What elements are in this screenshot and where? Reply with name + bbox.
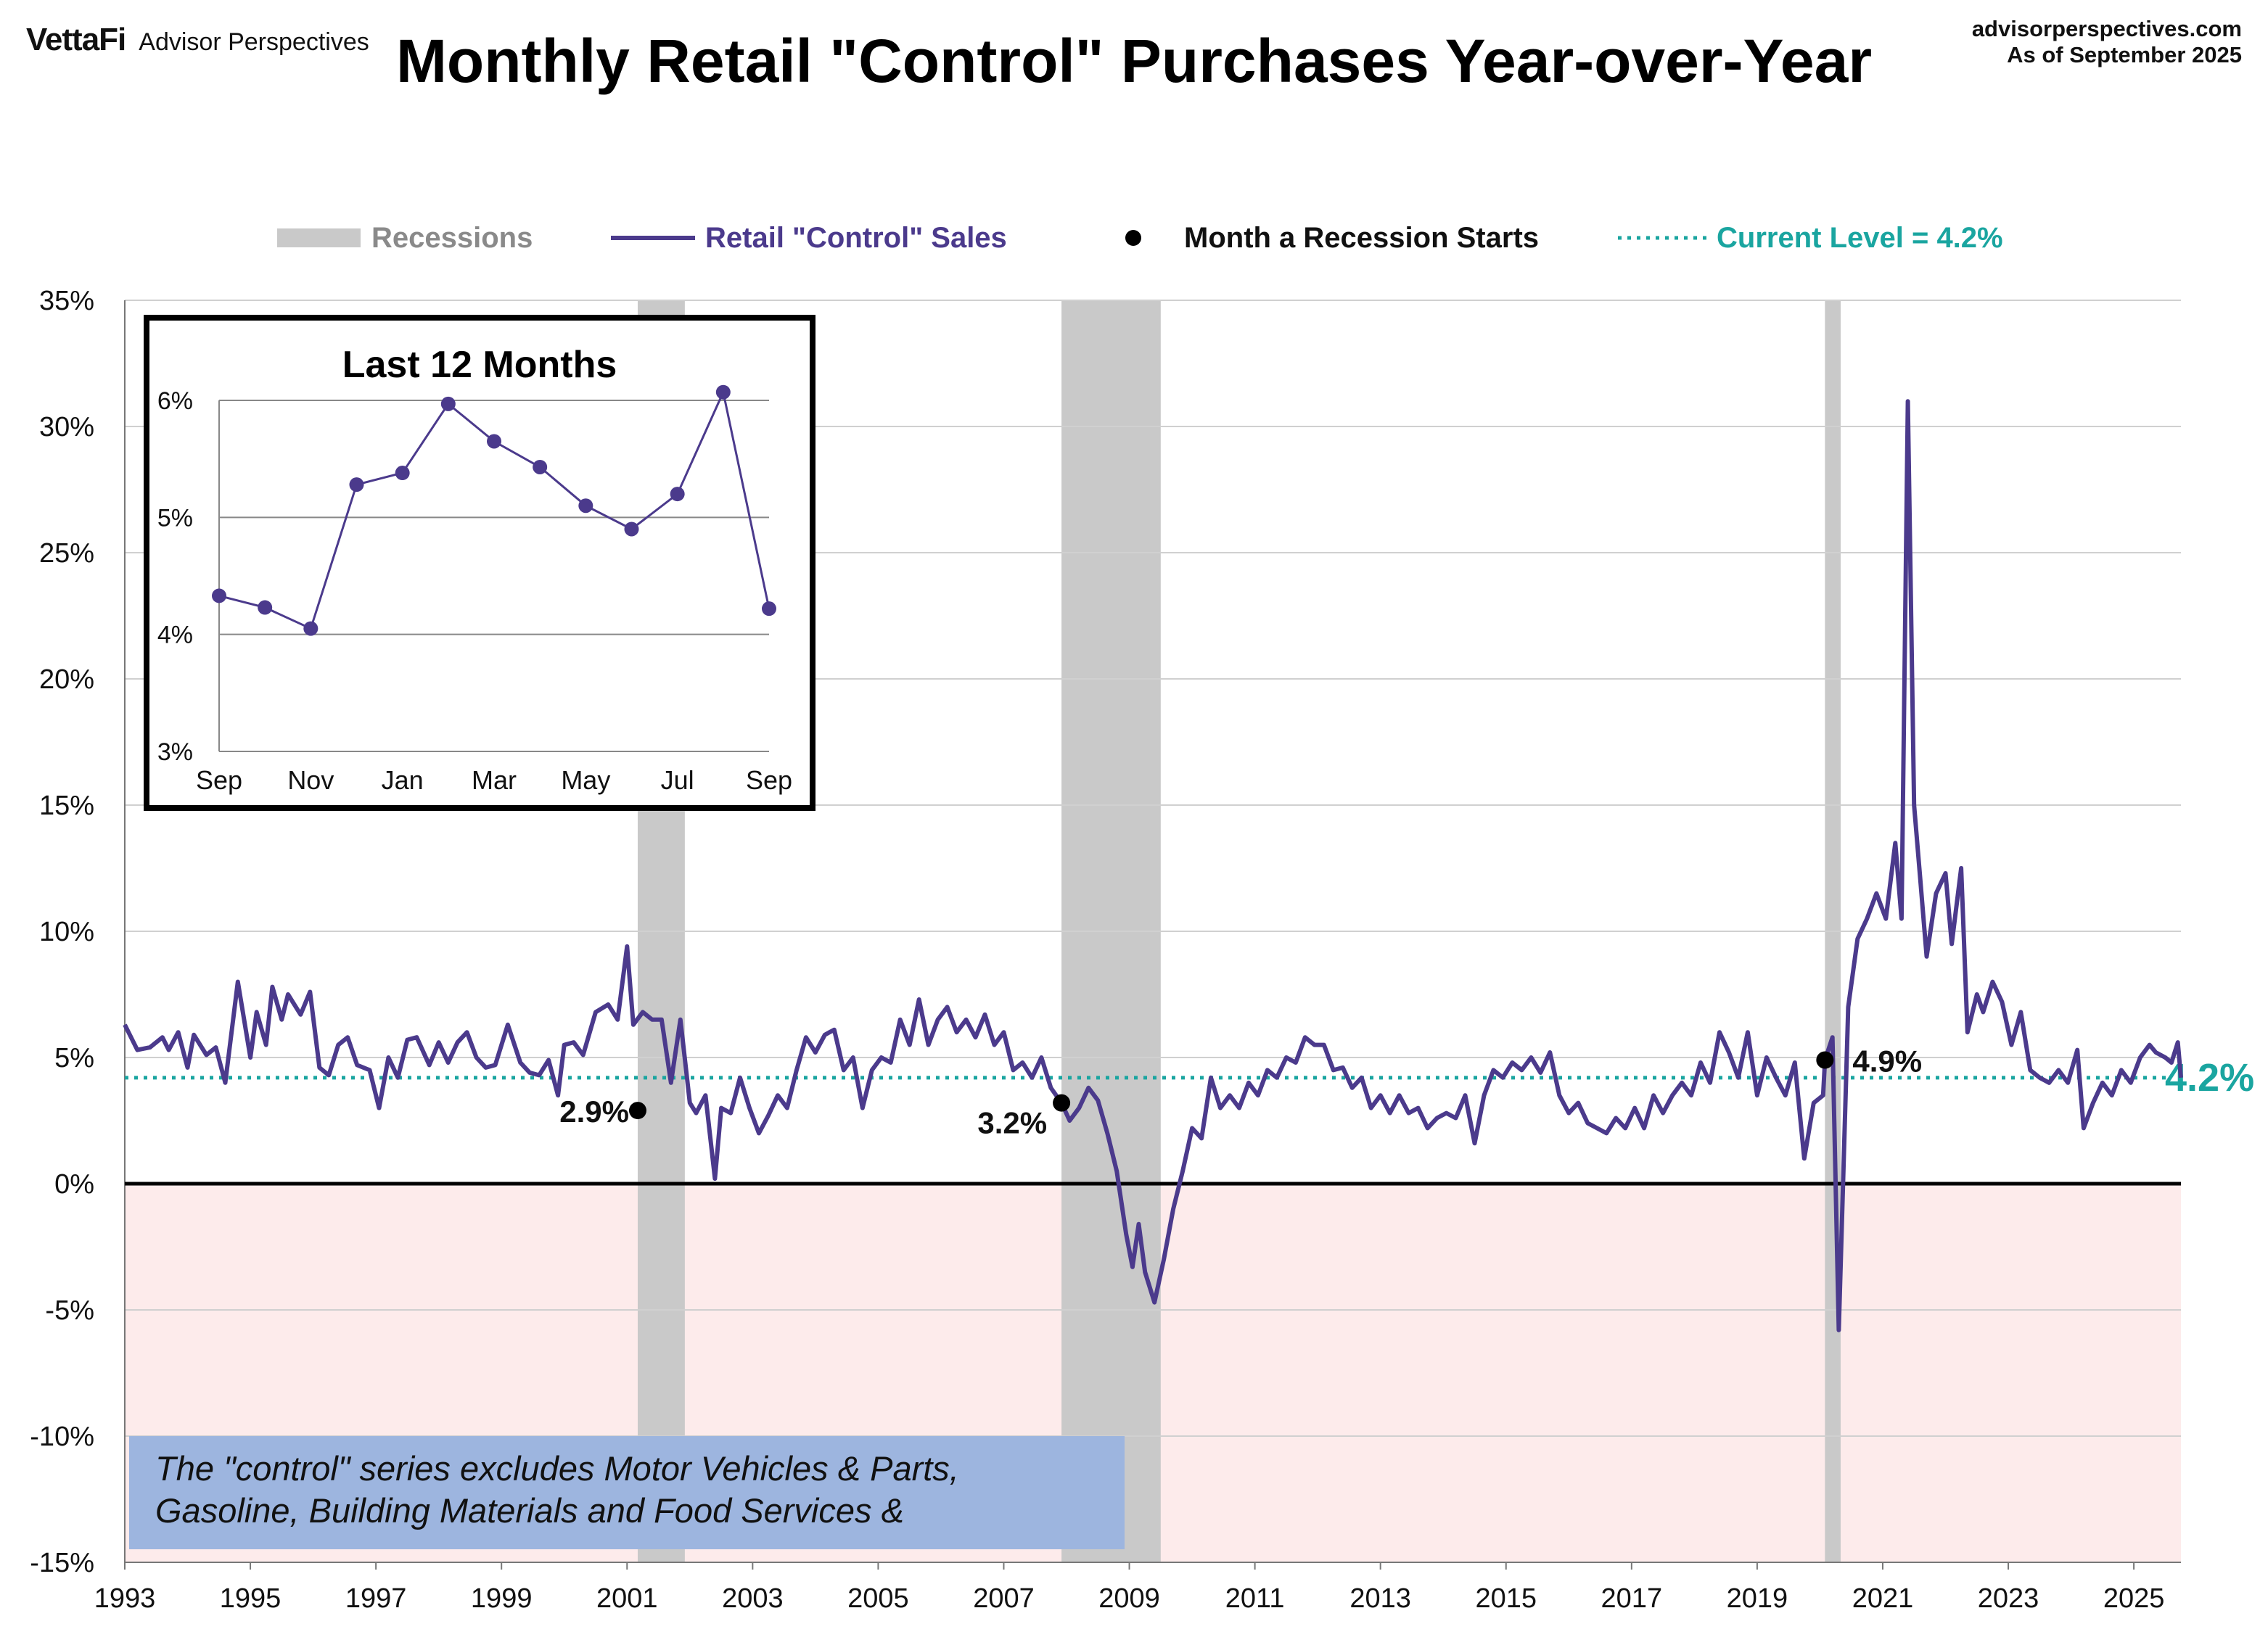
recession-start-label: 3.2% [977, 1106, 1047, 1140]
legend-current-label: Current Level = 4.2% [1717, 222, 2003, 254]
x-tick-label: 2013 [1349, 1583, 1411, 1614]
inset-point [212, 588, 226, 603]
inset-x-tick-label: Nov [287, 765, 334, 795]
inset-point [487, 434, 501, 449]
x-tick-label: 2001 [596, 1583, 658, 1614]
legend-start-swatch [1125, 230, 1141, 246]
inset-point [578, 498, 593, 514]
inset-x-tick-label: Mar [472, 765, 517, 795]
note-text: The "control" series excludes Motor Vehi… [155, 1449, 959, 1530]
legend-recession-label: Recessions [371, 222, 533, 254]
recession-start-label: 2.9% [559, 1094, 629, 1129]
inset-x-tick-label: Jul [661, 765, 694, 795]
inset-point [670, 487, 685, 502]
recession-start-label: 4.9% [1852, 1044, 1922, 1078]
x-tick-label: 2021 [1852, 1583, 1914, 1614]
inset-title: Last 12 Months [342, 344, 617, 386]
x-tick-label: 2019 [1727, 1583, 1788, 1614]
x-tick-label: 2025 [2103, 1583, 2165, 1614]
x-tick-label: 2011 [1225, 1583, 1285, 1614]
inset-x-tick-label: May [561, 765, 610, 795]
source-block: advisorperspectives.com As of September … [1972, 16, 2242, 68]
y-tick-label: -10% [30, 1422, 94, 1452]
chart-title: Monthly Retail "Control" Purchases Year-… [395, 27, 1873, 95]
x-tick-label: 2007 [973, 1583, 1035, 1614]
inset-point [395, 466, 410, 481]
y-tick-label: 10% [39, 917, 94, 947]
brand-name: Advisor Perspectives [139, 28, 369, 56]
x-tick-label: 1993 [94, 1583, 156, 1614]
inset-x-tick-label: Sep [746, 765, 792, 795]
brand-block: VettaFi Advisor Perspectives [26, 22, 369, 58]
x-tick-label: 1997 [345, 1583, 407, 1614]
x-tick-label: 1999 [471, 1583, 533, 1614]
recession-start-marker [1816, 1051, 1834, 1069]
y-tick-label: -5% [45, 1295, 94, 1326]
x-tick-label: 2023 [1978, 1583, 2039, 1614]
legend-recession-swatch [277, 228, 361, 247]
inset-y-tick-label: 4% [157, 622, 193, 649]
legend-start-label: Month a Recession Starts [1184, 222, 1539, 254]
y-tick-label: -15% [30, 1548, 94, 1578]
inset-point [349, 477, 364, 492]
inset-x-tick-label: Jan [382, 765, 424, 795]
x-tick-label: 2005 [847, 1583, 909, 1614]
y-tick-label: 35% [39, 286, 94, 316]
inset-point [303, 621, 319, 636]
note-box: The "control" series excludes Motor Vehi… [129, 1436, 1125, 1549]
x-tick-label: 2003 [722, 1583, 784, 1614]
recession-start-marker [1053, 1094, 1071, 1112]
x-tick-label: 2015 [1475, 1583, 1537, 1614]
inset-point [715, 384, 731, 400]
legend-series-label: Retail "Control" Sales [705, 222, 1007, 254]
y-tick-label: 5% [54, 1043, 94, 1073]
y-tick-label: 15% [39, 791, 94, 821]
recession-start-marker [628, 1102, 646, 1120]
vettafi-logo: VettaFi [26, 22, 126, 57]
inset-point [624, 521, 639, 537]
x-tick-label: 2017 [1601, 1583, 1663, 1614]
y-tick-label: 30% [39, 412, 94, 442]
inset-y-tick-label: 3% [157, 738, 193, 766]
inset-point [440, 396, 456, 411]
site-url: advisorperspectives.com [1971, 16, 2242, 41]
x-tick-label: 2009 [1098, 1583, 1160, 1614]
inset-y-tick-label: 6% [157, 387, 193, 415]
inset-frame [144, 315, 815, 811]
inset-point [258, 600, 273, 615]
inset-point [762, 601, 776, 617]
inset-point [533, 459, 548, 474]
x-tick-label: 1995 [220, 1583, 282, 1614]
y-tick-label: 25% [39, 538, 94, 569]
series-line [123, 399, 2183, 1332]
inset-x-tick-label: Sep [196, 765, 242, 795]
y-tick-label: 0% [54, 1169, 94, 1200]
as-of-date: As of September 2025 [2007, 42, 2242, 67]
y-tick-label: 20% [39, 664, 94, 695]
inset-y-tick-label: 5% [157, 504, 193, 532]
